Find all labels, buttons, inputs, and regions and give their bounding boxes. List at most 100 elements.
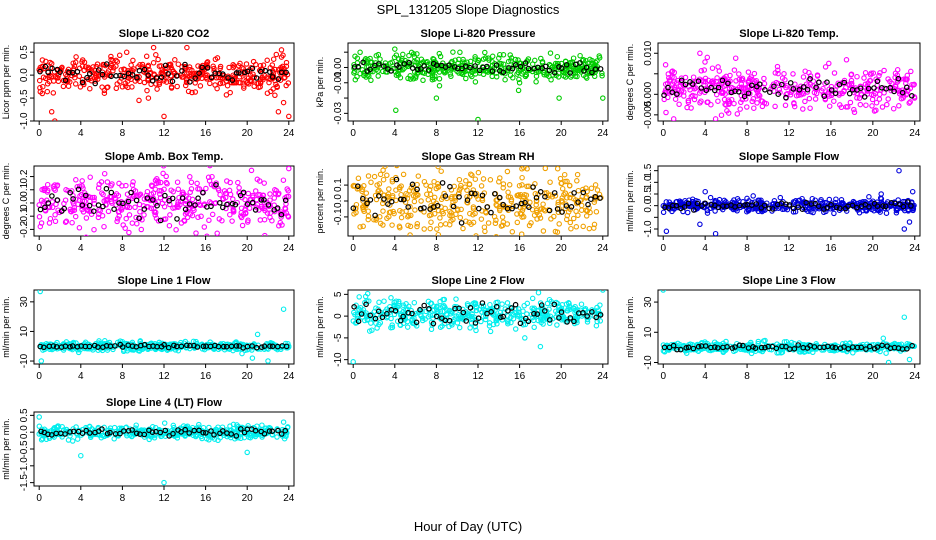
data-point	[751, 105, 757, 111]
data-point	[157, 191, 163, 197]
mean-point	[169, 78, 176, 85]
data-point	[108, 198, 114, 205]
mean-point	[871, 85, 877, 91]
outlier-point	[362, 293, 369, 300]
mean-point	[61, 205, 67, 212]
data-point	[74, 436, 81, 442]
y-axis-label: Licor ppm per min.	[1, 45, 11, 120]
data-point	[850, 350, 856, 356]
mean-point	[673, 202, 680, 209]
data-point	[167, 78, 174, 85]
data-point	[427, 225, 433, 232]
data-point	[70, 199, 76, 205]
data-point	[869, 103, 875, 109]
mean-point	[662, 204, 668, 211]
data-point	[54, 183, 60, 189]
data-point	[685, 97, 692, 104]
data-point	[453, 296, 459, 302]
data-point	[414, 221, 421, 227]
data-point	[671, 74, 677, 81]
mean-point	[828, 201, 834, 208]
data-point	[463, 178, 469, 184]
mean-point	[493, 303, 500, 310]
y-tick-label: 5	[333, 291, 344, 297]
mean-point	[865, 85, 872, 92]
data-point	[515, 306, 522, 312]
data-point	[731, 100, 737, 107]
data-point	[540, 201, 546, 207]
data-point	[384, 172, 390, 179]
data-point	[473, 233, 479, 236]
mean-point	[821, 93, 828, 100]
data-point	[519, 182, 525, 188]
data-point	[534, 209, 540, 216]
data-point	[359, 204, 366, 210]
mean-point	[367, 312, 374, 319]
mean-point	[479, 300, 486, 306]
mean-point	[360, 59, 366, 66]
mean-point	[120, 200, 126, 207]
data-point	[533, 73, 540, 79]
data-point	[720, 90, 726, 96]
data-point	[854, 73, 860, 80]
data-point	[368, 179, 374, 186]
mean-point	[252, 207, 259, 213]
mean-point	[711, 87, 718, 94]
data-point	[60, 83, 67, 90]
data-point	[518, 231, 525, 236]
data-point	[282, 74, 288, 81]
data-point	[738, 92, 745, 99]
data-point	[662, 89, 668, 95]
mean-point	[908, 93, 915, 99]
mean-point	[740, 342, 746, 349]
data-point	[887, 78, 893, 85]
data-point	[671, 69, 678, 76]
data-point	[723, 102, 729, 108]
data-point	[36, 77, 43, 84]
data-point	[128, 62, 134, 68]
data-point	[278, 54, 285, 60]
data-point	[224, 82, 231, 89]
data-point	[285, 214, 292, 220]
data-point	[415, 70, 421, 76]
data-point	[755, 338, 762, 345]
outlier-point	[697, 50, 703, 57]
mean-point	[791, 345, 798, 352]
x-tick-label: 4	[702, 128, 708, 139]
mean-point	[752, 345, 759, 352]
x-tick-label: 0	[36, 243, 42, 254]
outlier-point	[286, 166, 292, 172]
x-tick-label: 24	[283, 128, 295, 139]
y-tick-label: -0.1	[333, 208, 344, 226]
data-point	[266, 79, 272, 86]
data-point	[684, 209, 691, 216]
mean-point	[463, 318, 470, 324]
data-point	[737, 106, 743, 112]
data-point	[463, 75, 469, 82]
x-tick-label: 16	[825, 128, 837, 139]
panel-title: Slope Amb. Box Temp.	[105, 151, 224, 163]
mean-point	[724, 343, 730, 350]
data-point	[675, 86, 682, 92]
data-point	[425, 197, 432, 203]
mean-point	[381, 196, 387, 202]
data-point	[448, 218, 454, 224]
mean-point	[475, 205, 482, 212]
data-point	[81, 67, 87, 74]
data-point	[768, 86, 774, 92]
data-point	[63, 187, 69, 193]
mean-point	[375, 193, 382, 199]
x-tick-label: 24	[283, 371, 295, 382]
data-point	[791, 100, 797, 106]
data-point	[836, 207, 843, 213]
data-point	[748, 74, 754, 80]
y-tick-label: -10	[643, 355, 654, 370]
x-tick-label: 4	[78, 243, 84, 254]
data-point	[447, 208, 453, 215]
mean-point	[42, 63, 49, 70]
data-point	[698, 68, 705, 74]
data-point	[92, 78, 98, 84]
x-tick-label: 0	[350, 243, 356, 254]
mean-point	[518, 200, 525, 207]
data-point	[900, 95, 906, 101]
